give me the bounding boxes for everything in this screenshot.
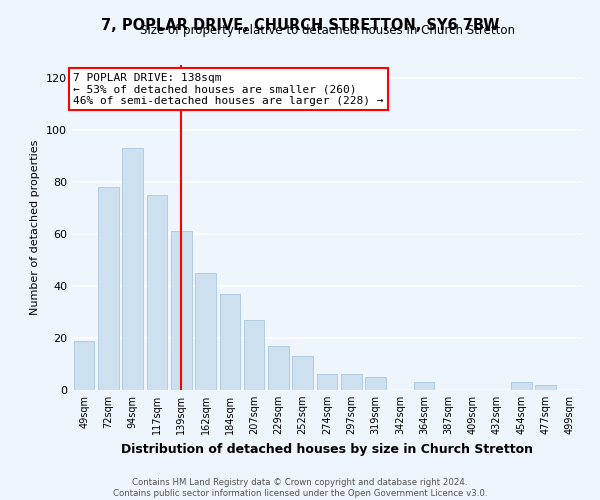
Text: 7 POPLAR DRIVE: 138sqm
← 53% of detached houses are smaller (260)
46% of semi-de: 7 POPLAR DRIVE: 138sqm ← 53% of detached… bbox=[73, 73, 384, 106]
Bar bbox=[365, 377, 386, 390]
Bar bbox=[268, 346, 289, 390]
Title: Size of property relative to detached houses in Church Stretton: Size of property relative to detached ho… bbox=[139, 24, 515, 38]
Bar bbox=[146, 195, 167, 390]
Bar bbox=[511, 382, 532, 390]
Bar bbox=[195, 273, 216, 390]
Y-axis label: Number of detached properties: Number of detached properties bbox=[31, 140, 40, 315]
Bar bbox=[317, 374, 337, 390]
Bar bbox=[414, 382, 434, 390]
Bar bbox=[98, 187, 119, 390]
X-axis label: Distribution of detached houses by size in Church Stretton: Distribution of detached houses by size … bbox=[121, 442, 533, 456]
Text: 7, POPLAR DRIVE, CHURCH STRETTON, SY6 7BW: 7, POPLAR DRIVE, CHURCH STRETTON, SY6 7B… bbox=[101, 18, 499, 32]
Bar bbox=[122, 148, 143, 390]
Bar bbox=[220, 294, 240, 390]
Bar bbox=[535, 385, 556, 390]
Bar bbox=[74, 340, 94, 390]
Bar bbox=[244, 320, 265, 390]
Bar bbox=[341, 374, 362, 390]
Bar bbox=[171, 232, 191, 390]
Text: Contains HM Land Registry data © Crown copyright and database right 2024.
Contai: Contains HM Land Registry data © Crown c… bbox=[113, 478, 487, 498]
Bar bbox=[292, 356, 313, 390]
